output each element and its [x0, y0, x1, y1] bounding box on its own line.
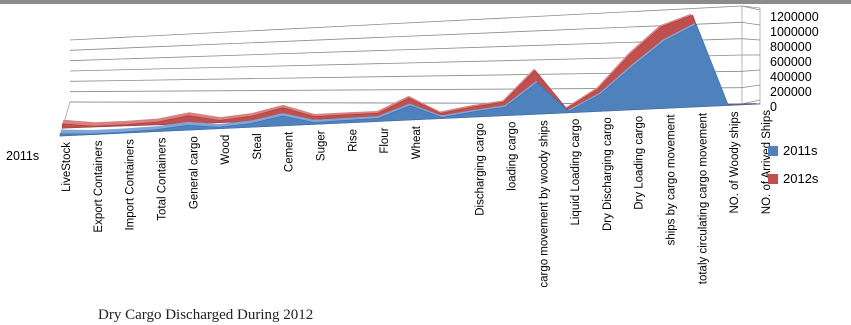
category-label: Export Containers — [93, 140, 105, 232]
y-tick-label: 600000 — [770, 55, 812, 69]
gridline — [69, 21, 743, 51]
legend-entry-2011s: 2011s — [783, 143, 818, 158]
category-label: LiveStock — [61, 142, 73, 192]
category-label: Import Containers — [125, 139, 137, 231]
category-label: Suger — [316, 130, 328, 161]
series-top-surface — [62, 13, 756, 127]
series-area-2012s — [62, 14, 757, 129]
x-axis: LiveStock Export Containers Import Contain… — [61, 110, 773, 288]
legend: 2011s 2012s — [768, 143, 819, 186]
gridline-side — [741, 38, 761, 41]
y-tick-label: 1200000 — [770, 10, 819, 24]
legend-swatch-2012s — [768, 174, 778, 184]
category-label: NO. of Woody ships — [729, 111, 741, 213]
category-label: loading cargo — [506, 122, 518, 191]
legend-swatch-2011s — [768, 146, 778, 156]
legend-entry-2012s: 2012s — [783, 171, 819, 186]
y-tick-label: 0 — [770, 100, 777, 114]
category-label: Wheat — [411, 125, 423, 159]
gridline — [69, 38, 743, 62]
series-axis-label: 2011s — [6, 149, 39, 163]
category-label: Steal — [252, 133, 264, 159]
y-tick-label: 400000 — [770, 70, 812, 84]
top-rule — [0, 0, 851, 4]
series-axis: 2011s — [6, 149, 39, 163]
category-label: Total Containers — [156, 137, 168, 220]
y-tick-label: 1000000 — [770, 25, 819, 39]
category-label: Liquid Loading cargo — [570, 119, 582, 226]
gridline-side — [741, 21, 761, 26]
category-label: totaly circulating cargo movement — [697, 112, 709, 284]
gridline — [69, 5, 743, 41]
category-label: Rise — [347, 129, 359, 152]
category-label: General cargo — [188, 136, 200, 209]
category-label: Discharging cargo — [475, 123, 487, 216]
gridline-side — [741, 5, 761, 11]
data-series — [59, 13, 761, 137]
category-label: ships by cargo movement — [666, 114, 678, 246]
category-label: cargo movement by woody ships — [538, 120, 550, 288]
y-tick-label: 200000 — [770, 85, 812, 99]
category-label: Cement — [284, 131, 296, 172]
category-label: NO. of Arrived Ships — [761, 110, 773, 214]
category-label: Dry Discharging cargo — [602, 117, 614, 231]
y-tick-label: 800000 — [770, 40, 812, 54]
figure-caption: Dry Cargo Discharged During 2012 — [98, 307, 314, 323]
series-area-2011s — [59, 23, 761, 137]
category-label: Dry Loading cargo — [634, 116, 646, 210]
gridline-side — [741, 99, 761, 105]
gridline-side — [741, 84, 761, 89]
gridline-side — [741, 69, 761, 72]
category-label: Wood — [220, 135, 232, 165]
category-label: Flour — [379, 127, 391, 153]
